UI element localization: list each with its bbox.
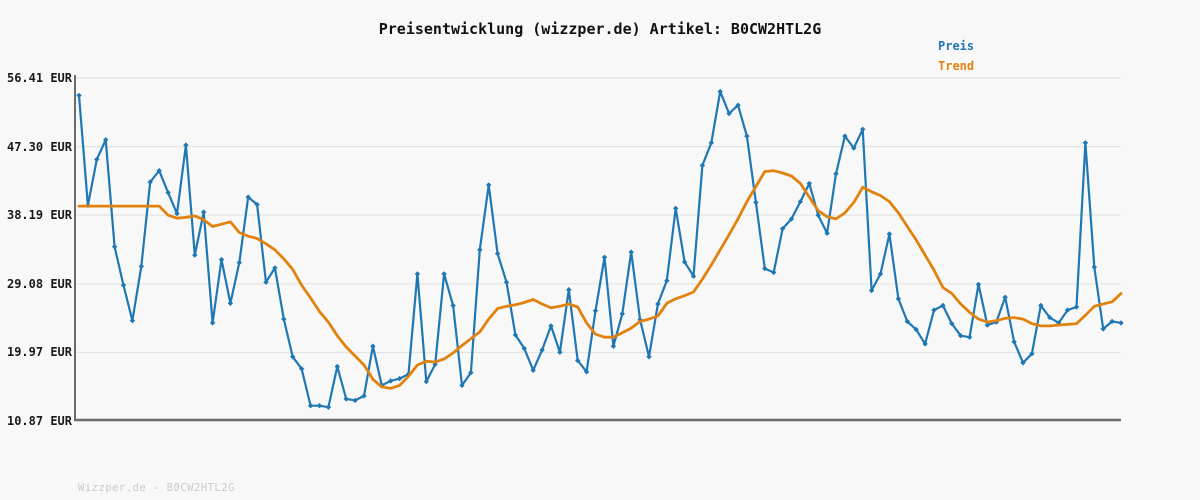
y-tick-label: 10.87 EUR <box>6 414 72 428</box>
y-tick-label: 47.30 EUR <box>6 140 72 154</box>
trend-line <box>77 169 1123 390</box>
legend-item-trend: Trend <box>938 59 975 73</box>
price-line <box>77 90 1123 409</box>
legend: Preis Trend <box>938 40 974 73</box>
y-tick-label: 29.08 EUR <box>6 277 72 291</box>
watermark: Wizzper.de - B0CW2HTL2G <box>78 482 235 494</box>
chart-title: Preisentwicklung (wizzper.de) Artikel: B… <box>378 20 822 38</box>
y-tick-label: 56.41 EUR <box>6 71 72 85</box>
y-tick-label: 38.19 EUR <box>6 208 72 222</box>
y-tick-label: 19.97 EUR <box>6 345 72 359</box>
legend-item-preis: Preis <box>938 39 975 53</box>
price-markers <box>76 88 1124 410</box>
